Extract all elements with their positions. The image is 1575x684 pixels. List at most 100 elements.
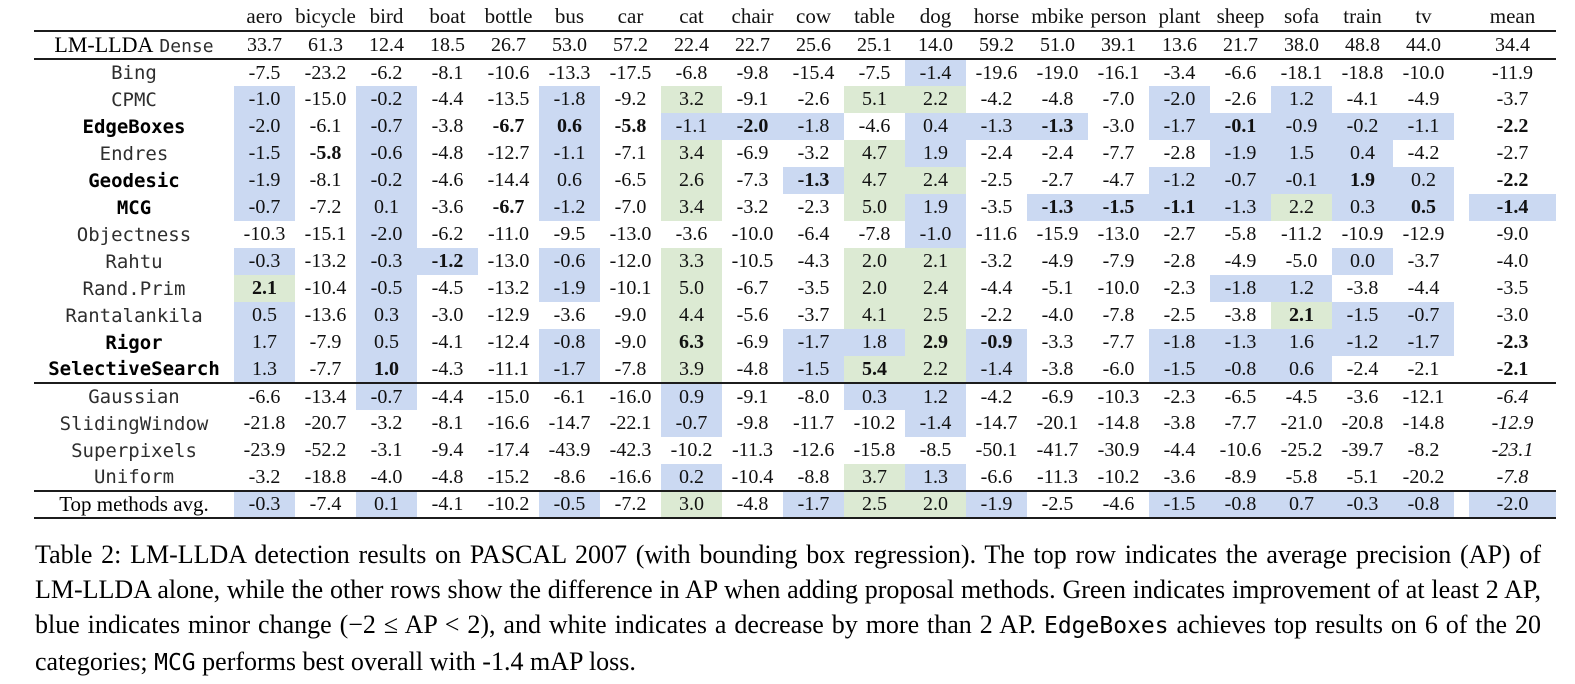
table-cell: -3.7 — [797, 304, 830, 326]
table-cell: -1.7 — [783, 491, 844, 519]
table-cell: -7.8 — [1469, 464, 1556, 492]
table-cell: -11.6 — [976, 223, 1017, 245]
table-row: EdgeBoxes -2.0 -6.1 -0.7 -3.8 -6.7 0.6 -5.8 -1.1… — [34, 113, 1556, 140]
table-cell: -7.9 — [309, 331, 342, 353]
table-cell: -1.4 — [1469, 194, 1556, 221]
table-cell: 1.9 — [1332, 167, 1393, 194]
table-cell: -0.8 — [1210, 491, 1271, 519]
table-cell: -8.0 — [797, 385, 830, 408]
table-cell: -1.3 — [1027, 194, 1088, 221]
table-cell: -10.9 — [1341, 223, 1384, 245]
table-cell: 2.1 — [1271, 302, 1332, 329]
table-cell: 1.2 — [1271, 275, 1332, 302]
table-cell: -17.4 — [487, 439, 530, 461]
table-cell: -3.8 — [1224, 304, 1257, 326]
table-cell: -4.0 — [1496, 250, 1529, 272]
table-cell: -4.2 — [1407, 142, 1440, 164]
table-cell: -7.5 — [858, 61, 891, 84]
table-cell: -4.5 — [1285, 385, 1318, 408]
table-cell: 0.9 — [661, 383, 722, 410]
table-cell: -0.6 — [356, 140, 417, 167]
table-cell: -11.0 — [488, 223, 529, 245]
spacer-cell — [1454, 113, 1469, 140]
table-cell: -3.2 — [797, 142, 830, 164]
table-cell: 4.7 — [844, 140, 905, 167]
table-row: Gaussian -6.6 -13.4 -0.7 -4.4 -15.0 -6.1 -16.0 0… — [34, 383, 1556, 410]
table-cell: -3.8 — [431, 115, 464, 137]
table-cell: 1.2 — [1271, 86, 1332, 113]
table-cell: -20.7 — [304, 412, 347, 434]
table-cell: -3.4 — [1163, 61, 1196, 84]
table-cell: -7.8 — [858, 223, 891, 245]
table-cell: 0.1 — [356, 491, 417, 519]
table-cell: -1.9 — [966, 491, 1027, 519]
table-cell: -2.7 — [1496, 142, 1529, 164]
corner-cell — [34, 3, 234, 32]
table-cell: -10.0 — [1097, 277, 1140, 299]
table-cell: -6.1 — [553, 385, 586, 408]
table-row: SlidingWindow -21.8 -20.7 -3.2 -8.1 -16.6 -14.… — [34, 410, 1556, 437]
table-cell: -15.9 — [1036, 223, 1079, 245]
table-cell: -41.7 — [1036, 439, 1079, 461]
table-cell: -12.7 — [487, 142, 530, 164]
table-cell: -1.7 — [783, 329, 844, 356]
table-cell: -3.6 — [553, 304, 586, 326]
table-cell: -7.7 — [1102, 142, 1135, 164]
table-cell: -4.2 — [980, 88, 1013, 110]
table-cell: -1.1 — [539, 140, 600, 167]
table-cell: -4.4 — [431, 385, 464, 408]
table-cell: -4.9 — [1224, 250, 1257, 272]
table-cell: 2.5 — [905, 302, 966, 329]
table-cell: -6.2 — [370, 61, 403, 84]
table-cell: 1.0 — [356, 356, 417, 384]
table-cell: -9.1 — [736, 385, 769, 408]
table-cell: 0.1 — [356, 194, 417, 221]
spacer-cell — [1454, 437, 1469, 464]
spacer-cell — [1454, 248, 1469, 275]
table-cell: -8.9 — [1210, 464, 1271, 492]
table-cell: 1.9 — [905, 194, 966, 221]
table-cell: -6.0 — [1088, 356, 1149, 384]
table-row: MCG -0.7 -7.2 0.1 -3.6 -6.7 -1.2 -7.0 3.4 -3.2 -2.… — [34, 194, 1556, 221]
row-label-superpixels: Superpixels — [71, 439, 197, 462]
table-cell: -9.0 — [1496, 223, 1529, 245]
column-header-tv: tv — [1393, 3, 1454, 32]
table-cell: -6.7 — [736, 277, 769, 299]
table-cell: -2.6 — [797, 88, 830, 110]
spacer-cell — [1454, 31, 1469, 60]
table-cell: -8.2 — [1407, 439, 1440, 461]
column-header-bus: bus — [539, 3, 600, 32]
table-row: Rigor 1.7 -7.9 0.5 -4.1 -12.4 -0.8 -9.0 6.3 -6.9-… — [34, 329, 1556, 356]
table-cell: -3.2 — [370, 412, 403, 434]
table-cell: -2.1 — [1469, 356, 1556, 384]
table-cell: -2.5 — [1163, 304, 1196, 326]
table-cell: -1.2 — [539, 194, 600, 221]
table-cell: -39.7 — [1341, 439, 1384, 461]
footer-row: Top methods avg. -0.3 -7.4 0.1 -4.1 -10.2 -0.5… — [34, 491, 1556, 519]
table-cell: -6.9 — [736, 331, 769, 353]
table-cell: 0.3 — [844, 383, 905, 410]
table-cell: -1.4 — [966, 356, 1027, 384]
table-cell: -2.7 — [1163, 223, 1196, 245]
spacer-cell — [1454, 3, 1469, 32]
table-cell: -4.8 — [1041, 88, 1074, 110]
table-cell: -18.1 — [1280, 61, 1323, 84]
table-cell: 0.3 — [356, 302, 417, 329]
table-cell: 6.3 — [661, 329, 722, 356]
table-cell: -10.3 — [243, 223, 286, 245]
table-cell: -1.1 — [1149, 194, 1210, 221]
table-cell: 5.0 — [661, 275, 722, 302]
table-cell: -4.8 — [722, 356, 783, 384]
table-cell: -5.8 — [309, 142, 342, 164]
table-cell: -8.1 — [431, 412, 464, 434]
table-cell: -21.0 — [1280, 412, 1323, 434]
table-cell: 2.0 — [905, 491, 966, 519]
table-cell: 0.4 — [905, 113, 966, 140]
table-cell: -7.7 — [295, 356, 356, 384]
column-header-bicycle: bicycle — [295, 3, 356, 32]
table-header-row: aero bicycle bird boat bottle bus car cat chair c… — [34, 3, 1556, 32]
table-cell: -1.2 — [1149, 167, 1210, 194]
table-cell: 4.1 — [844, 302, 905, 329]
table-cell: -3.5 — [1496, 277, 1529, 299]
table-cell: -0.7 — [1393, 302, 1454, 329]
